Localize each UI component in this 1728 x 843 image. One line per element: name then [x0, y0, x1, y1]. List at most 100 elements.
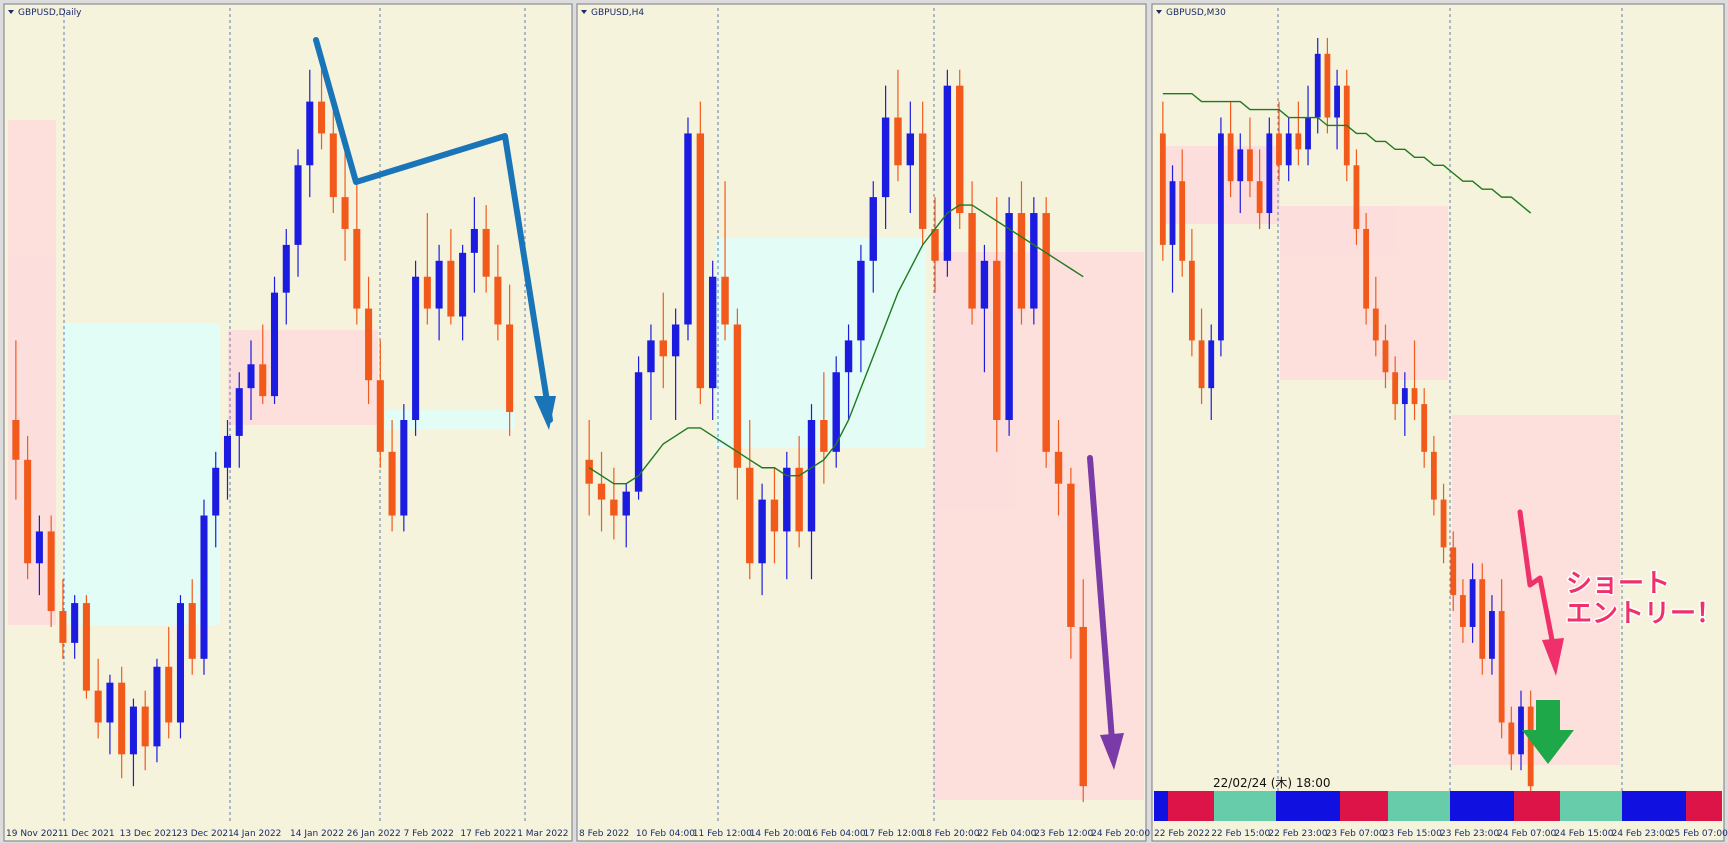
candle-body — [783, 467, 791, 532]
candle-body — [659, 340, 667, 357]
arrow-head — [1542, 638, 1564, 676]
candle-body — [1411, 388, 1418, 405]
strip-block — [1622, 791, 1686, 821]
candle-body — [869, 197, 877, 261]
candle-body — [733, 324, 742, 468]
candle-body — [696, 133, 705, 389]
x-axis-label: 18 Feb 20:00 — [920, 829, 979, 839]
candle-body — [1479, 579, 1486, 659]
candle-body — [1489, 611, 1495, 659]
strip-block — [1388, 791, 1450, 821]
strip-block — [1450, 791, 1514, 821]
candle-body — [1218, 133, 1224, 341]
candle-body — [857, 260, 865, 341]
candle-body — [918, 133, 927, 229]
x-axis-label: 22 Feb 2022 — [1154, 829, 1210, 839]
candle-body — [341, 197, 349, 229]
candle-body — [684, 133, 692, 325]
x-axis-label: 22 Feb 23:00 — [1268, 829, 1327, 839]
candle-body — [376, 380, 384, 452]
candle-body — [1285, 133, 1292, 166]
candle-body — [671, 324, 680, 357]
candle-body — [1159, 133, 1166, 245]
candle-body — [470, 228, 478, 253]
chart-panel: GBPUSD,Daily 19 Nov 2021 1 Dec 2021 13 Dec … — [6, 8, 569, 839]
candle-body — [47, 531, 55, 612]
candle-body — [1363, 228, 1370, 309]
x-axis-label: 24 Feb 07:00 — [1497, 829, 1556, 839]
x-axis-label: 4 Jan 2022 — [233, 829, 281, 839]
candle-body — [1276, 133, 1282, 166]
candle-body — [1518, 706, 1524, 755]
candle-body — [106, 682, 114, 723]
candle-body — [622, 491, 630, 516]
entry-arrow — [1517, 509, 1556, 648]
title-marker — [1156, 10, 1162, 14]
candle-body — [176, 603, 184, 723]
candle-body — [1227, 133, 1234, 182]
candle-body — [459, 252, 467, 317]
candle-body — [1067, 483, 1075, 627]
candle-body — [1017, 213, 1026, 309]
candle-body — [35, 531, 43, 564]
x-axis-label: 24 Feb 20:00 — [1091, 829, 1150, 839]
x-axis-label: 16 Feb 04:00 — [807, 829, 866, 839]
candle-body — [365, 308, 373, 381]
candle-body — [247, 364, 255, 389]
candle-body — [1430, 451, 1437, 500]
x-axis-label: 24 Feb 15:00 — [1554, 829, 1613, 839]
candle-body — [1527, 706, 1534, 787]
candle-body — [1421, 404, 1428, 452]
title-marker — [8, 10, 14, 14]
trend-arrow — [313, 37, 553, 423]
candle-body — [1440, 499, 1447, 548]
candle-body — [956, 85, 964, 214]
panel-frame — [1151, 3, 1725, 842]
candle-body — [1460, 595, 1466, 627]
candle-body — [270, 292, 279, 397]
candle-body — [1237, 149, 1244, 182]
candle-body — [1401, 388, 1408, 405]
x-axis-label: 23 Feb 07:00 — [1326, 829, 1385, 839]
candle-body — [1169, 181, 1176, 245]
candle-body — [647, 340, 655, 373]
candle-body — [1450, 547, 1457, 596]
strip-block — [1686, 791, 1722, 821]
candle-body — [980, 260, 989, 309]
candle-body — [165, 666, 173, 723]
x-axis-label: 25 Feb 07:00 — [1669, 829, 1728, 839]
candle-body — [388, 451, 396, 516]
candle-body — [1382, 340, 1389, 373]
candle-body — [746, 467, 754, 564]
candle-body — [423, 276, 431, 309]
zone — [716, 238, 926, 448]
candle-body — [1266, 133, 1273, 214]
x-axis-label: 23 Feb 12:00 — [1034, 829, 1093, 839]
x-axis-label: 23 Feb 23:00 — [1440, 829, 1499, 839]
candle-body — [494, 276, 502, 325]
candle-body — [1334, 85, 1340, 118]
candle-body — [770, 499, 779, 532]
panel-title: GBPUSD,M30 — [1166, 8, 1226, 18]
candle-body — [259, 364, 267, 397]
candle-body — [820, 420, 828, 452]
candle-body — [968, 213, 976, 309]
candle-body — [235, 388, 243, 436]
candle-body — [881, 117, 890, 198]
moving-average — [1162, 92, 1532, 214]
candle-body — [1256, 181, 1263, 214]
candle-body — [1079, 626, 1087, 787]
candle-body — [943, 85, 952, 261]
candle-body — [832, 372, 840, 452]
candle-body — [1054, 451, 1063, 484]
candle-body — [1305, 117, 1311, 150]
candle-body — [212, 467, 220, 516]
arrow-head — [534, 396, 556, 430]
candle-body — [1247, 149, 1253, 182]
indicator-timestamp: 22/02/24 (木) 18:00 — [1213, 776, 1330, 790]
candle-body — [1469, 579, 1476, 627]
candle-body — [931, 228, 939, 261]
candle-body — [807, 420, 816, 532]
zones — [8, 120, 1620, 800]
